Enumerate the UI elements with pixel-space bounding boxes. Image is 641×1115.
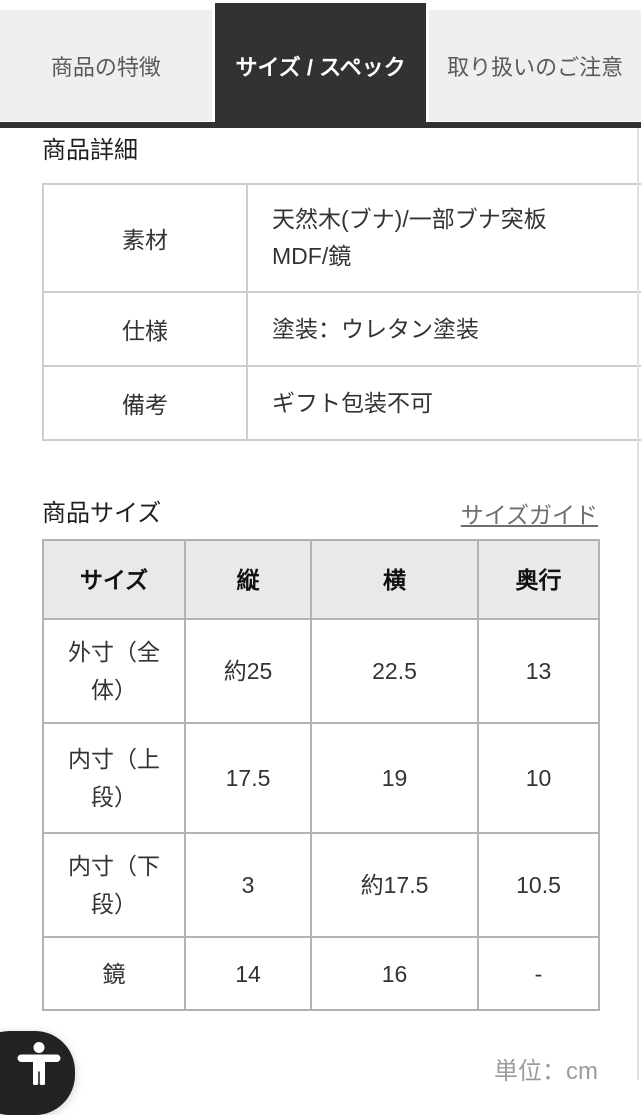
size-col-header-size: サイズ xyxy=(42,539,186,620)
size-col-header-depth: 奥行 xyxy=(477,539,600,620)
accessibility-person-icon xyxy=(16,1040,62,1086)
table-row: 鏡 14 16 - xyxy=(42,936,600,1011)
size-row-mirror-height: 14 xyxy=(184,936,312,1011)
tab-panel-size-spec: 商品詳細 素材 天然木(ブナ)/一部ブナ突板 MDF/鏡 仕様 塗装：ウレタン塗… xyxy=(0,134,641,1086)
size-row-outer-label: 外寸（全体） xyxy=(42,618,186,724)
size-guide-link[interactable]: サイズガイド xyxy=(460,502,598,528)
page-right-edge-divider xyxy=(637,128,639,1080)
tab-size-spec[interactable]: サイズ / スペック xyxy=(214,3,427,128)
detail-row-remarks-label: 備考 xyxy=(42,365,248,441)
tab-product-features-label: 商品の特徴 xyxy=(50,54,161,80)
size-col-header-height: 縦 xyxy=(184,539,312,620)
size-row-outer-width: 22.5 xyxy=(310,618,479,724)
size-row-mirror-width: 16 xyxy=(310,936,479,1011)
product-detail-table: 素材 天然木(ブナ)/一部ブナ突板 MDF/鏡 仕様 塗装：ウレタン塗装 備考 … xyxy=(42,183,641,441)
detail-row-material-label: 素材 xyxy=(42,183,248,293)
tab-size-spec-label: サイズ / スペック xyxy=(235,54,406,80)
table-row: 備考 ギフト包装不可 xyxy=(42,365,641,441)
unit-note: 単位：cm xyxy=(494,1058,598,1085)
size-row-outer-height: 約25 xyxy=(184,618,312,724)
size-row-inner-upper-depth: 10 xyxy=(477,722,600,834)
detail-row-spec-value: 塗装：ウレタン塗装 xyxy=(246,291,641,367)
table-row: 素材 天然木(ブナ)/一部ブナ突板 MDF/鏡 xyxy=(42,183,641,293)
spec-tab-bar: 商品の特徴 サイズ / スペック 取り扱いのご注意 xyxy=(0,0,641,128)
size-row-inner-upper-label: 内寸（上段） xyxy=(42,722,186,834)
product-size-heading: 商品サイズ xyxy=(42,500,162,527)
product-size-header-row: 商品サイズ サイズガイド xyxy=(42,497,598,531)
table-row: 外寸（全体） 約25 22.5 13 xyxy=(42,618,600,724)
size-row-outer-depth: 13 xyxy=(477,618,600,724)
size-col-header-width: 横 xyxy=(310,539,479,620)
size-row-inner-lower-height: 3 xyxy=(184,832,312,938)
tab-handling-precautions[interactable]: 取り扱いのご注意 xyxy=(429,10,641,121)
detail-row-remarks-value: ギフト包装不可 xyxy=(246,365,641,441)
detail-row-material-value: 天然木(ブナ)/一部ブナ突板 MDF/鏡 xyxy=(246,183,641,293)
size-row-mirror-label: 鏡 xyxy=(42,936,186,1011)
size-table-header-row: サイズ 縦 横 奥行 xyxy=(42,539,600,620)
detail-row-spec-label: 仕様 xyxy=(42,291,248,367)
accessibility-widget-button[interactable] xyxy=(0,1031,75,1115)
size-row-inner-upper-height: 17.5 xyxy=(184,722,312,834)
size-row-inner-lower-depth: 10.5 xyxy=(477,832,600,938)
table-row: 仕様 塗装：ウレタン塗装 xyxy=(42,291,641,367)
size-row-inner-lower-label: 内寸（下段） xyxy=(42,832,186,938)
size-row-inner-lower-width: 約17.5 xyxy=(310,832,479,938)
tab-handling-precautions-label: 取り扱いのご注意 xyxy=(447,54,624,80)
table-row: 内寸（上段） 17.5 19 10 xyxy=(42,722,600,834)
size-row-mirror-depth: - xyxy=(477,936,600,1011)
product-size-table: サイズ 縦 横 奥行 外寸（全体） 約25 22.5 13 内寸（上段） 17.… xyxy=(42,539,600,1011)
table-row: 内寸（下段） 3 約17.5 10.5 xyxy=(42,832,600,938)
product-detail-heading: 商品詳細 xyxy=(42,137,138,164)
size-row-inner-upper-width: 19 xyxy=(310,722,479,834)
tab-product-features[interactable]: 商品の特徴 xyxy=(0,10,212,121)
